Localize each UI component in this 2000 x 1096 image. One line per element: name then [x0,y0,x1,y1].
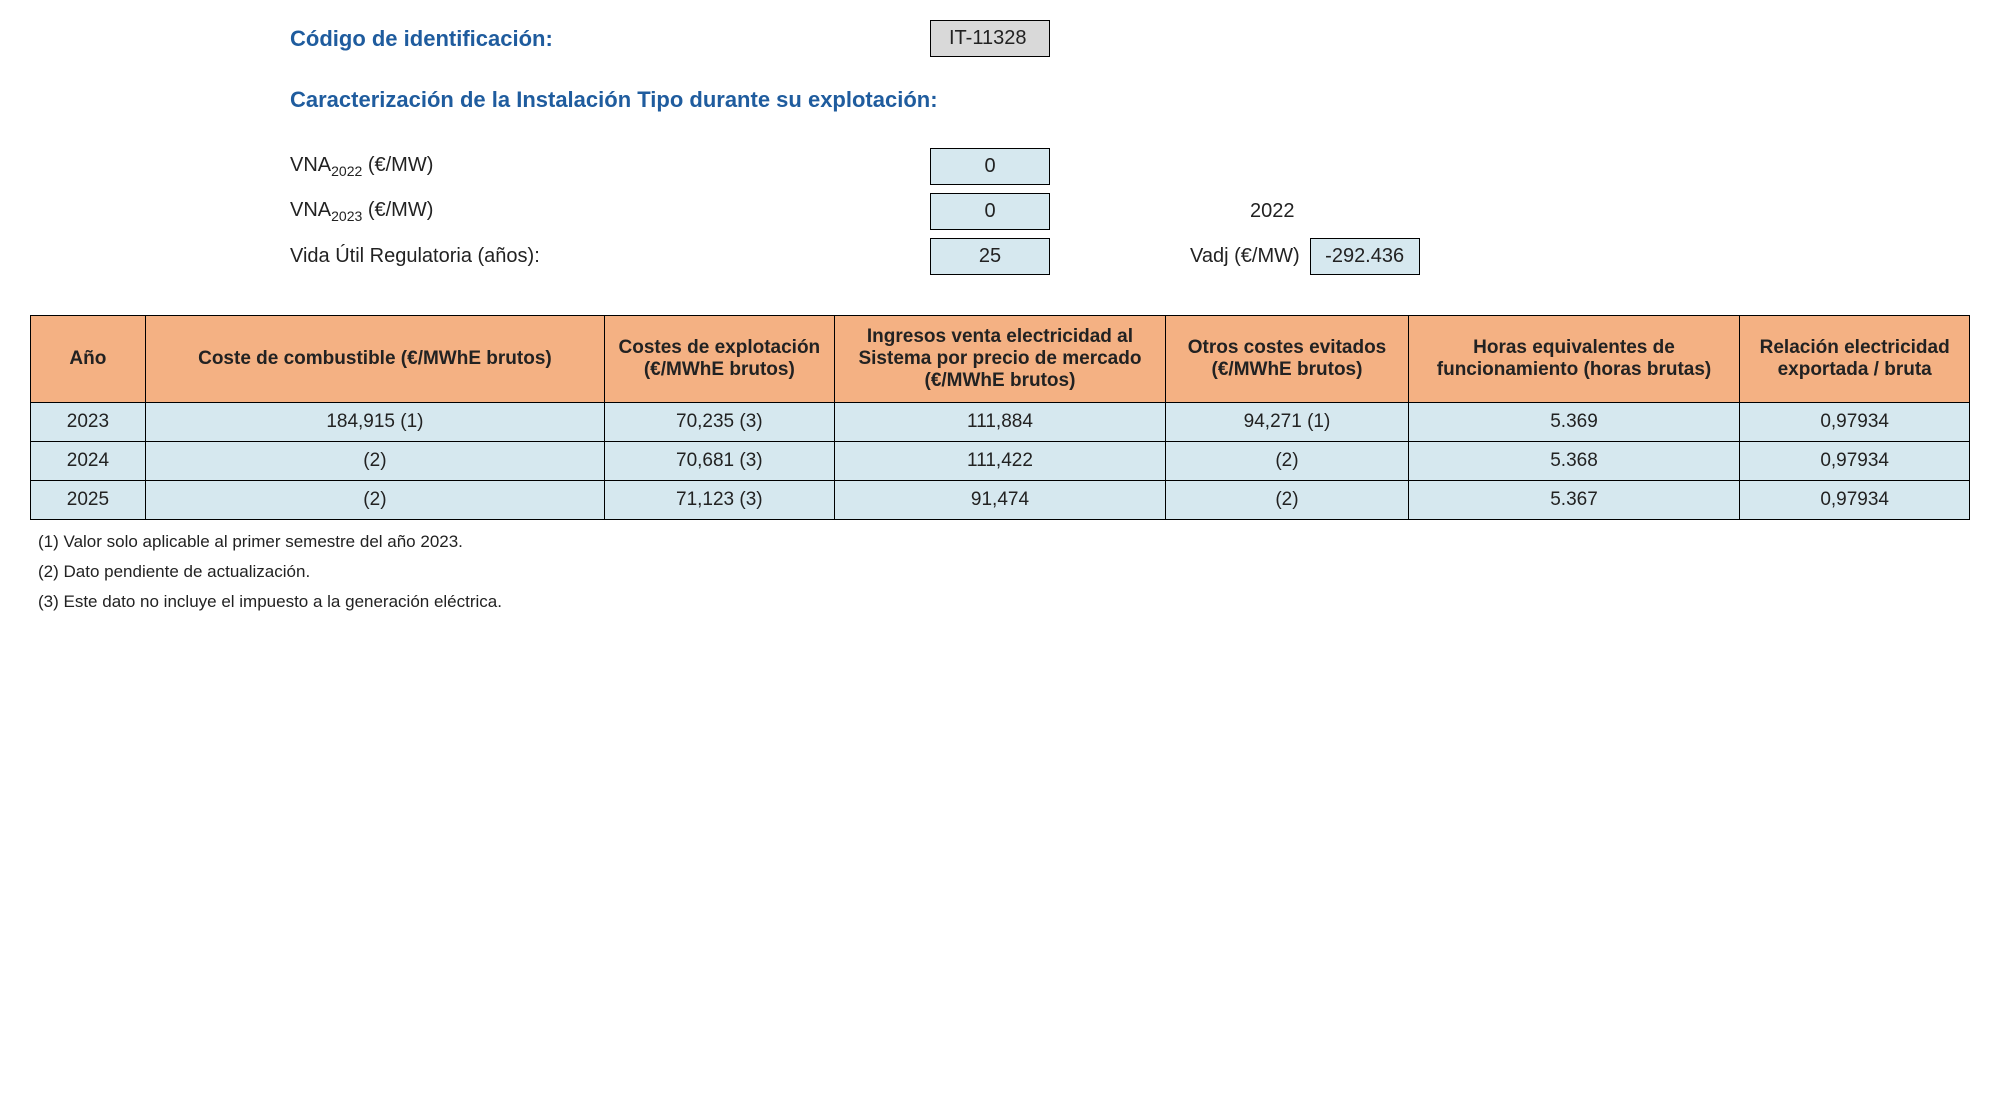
vna2023-unit: (€/MW) [362,199,433,221]
vna2022-value: 0 [930,148,1050,185]
vadj-group: Vadj (€/MW) -292.436 [1190,238,1420,275]
vna2022-label: VNA2022 (€/MW) [290,154,930,179]
vadj-value: -292.436 [1310,238,1420,275]
header-section: Código de identificación: IT-11328 Carac… [290,20,1970,275]
col-income: Ingresos venta electricidad al Sistema p… [834,316,1166,403]
footnote-3: (3) Este dato no incluye el impuesto a l… [38,592,1970,612]
vna2023-sub: 2023 [331,208,362,224]
cell-other: (2) [1166,442,1408,481]
id-row: Código de identificación: IT-11328 [290,20,1970,57]
vida-value: 25 [930,238,1050,275]
vadj-label: Vadj (€/MW) [1190,245,1300,268]
vna2023-prefix: VNA [290,199,331,221]
table-head: Año Coste de combustible (€/MWhE brutos)… [31,316,1970,403]
cell-ratio: 0,97934 [1740,481,1970,520]
id-label: Código de identificación: [290,26,930,52]
vna2022-unit: (€/MW) [362,154,433,176]
cell-fuel: 184,915 (1) [145,403,604,442]
vna2023-row: VNA2023 (€/MW) 0 2022 [290,193,1970,230]
cell-income: 111,884 [834,403,1166,442]
cell-hours: 5.367 [1408,481,1740,520]
cell-other: (2) [1166,481,1408,520]
cell-year: 2025 [31,481,146,520]
cell-income: 91,474 [834,481,1166,520]
year-plain: 2022 [1250,200,1295,223]
cell-fuel: (2) [145,481,604,520]
cell-exploit: 70,235 (3) [605,403,835,442]
vida-label: Vida Útil Regulatoria (años): [290,245,930,268]
vida-row: Vida Útil Regulatoria (años): 25 Vadj (€… [290,238,1970,275]
col-ratio: Relación electricidad exportada / bruta [1740,316,1970,403]
table-row: 2023 184,915 (1) 70,235 (3) 111,884 94,2… [31,403,1970,442]
cell-year: 2024 [31,442,146,481]
vna2022-sub: 2022 [331,163,362,179]
subtitle: Caracterización de la Instalación Tipo d… [290,87,1970,113]
col-other: Otros costes evitados (€/MWhE brutos) [1166,316,1408,403]
footnote-2: (2) Dato pendiente de actualización. [38,562,1970,582]
table-row: 2024 (2) 70,681 (3) 111,422 (2) 5.368 0,… [31,442,1970,481]
vna2022-row: VNA2022 (€/MW) 0 [290,148,1970,185]
cell-ratio: 0,97934 [1740,403,1970,442]
col-hours: Horas equivalentes de funcionamiento (ho… [1408,316,1740,403]
table-body: 2023 184,915 (1) 70,235 (3) 111,884 94,2… [31,403,1970,520]
vna2023-label: VNA2023 (€/MW) [290,199,930,224]
footnotes: (1) Valor solo aplicable al primer semes… [38,532,1970,612]
vna2022-prefix: VNA [290,154,331,176]
cell-ratio: 0,97934 [1740,442,1970,481]
cell-other: 94,271 (1) [1166,403,1408,442]
col-fuel: Coste de combustible (€/MWhE brutos) [145,316,604,403]
cell-fuel: (2) [145,442,604,481]
id-value-box: IT-11328 [930,20,1050,57]
cell-exploit: 70,681 (3) [605,442,835,481]
cell-hours: 5.368 [1408,442,1740,481]
cell-year: 2023 [31,403,146,442]
footnote-1: (1) Valor solo aplicable al primer semes… [38,532,1970,552]
vna2023-value: 0 [930,193,1050,230]
col-exploit: Costes de explotación (€/MWhE brutos) [605,316,835,403]
table-row: 2025 (2) 71,123 (3) 91,474 (2) 5.367 0,9… [31,481,1970,520]
cell-income: 111,422 [834,442,1166,481]
data-table: Año Coste de combustible (€/MWhE brutos)… [30,315,1970,520]
col-year: Año [31,316,146,403]
table-header-row: Año Coste de combustible (€/MWhE brutos)… [31,316,1970,403]
cell-hours: 5.369 [1408,403,1740,442]
cell-exploit: 71,123 (3) [605,481,835,520]
